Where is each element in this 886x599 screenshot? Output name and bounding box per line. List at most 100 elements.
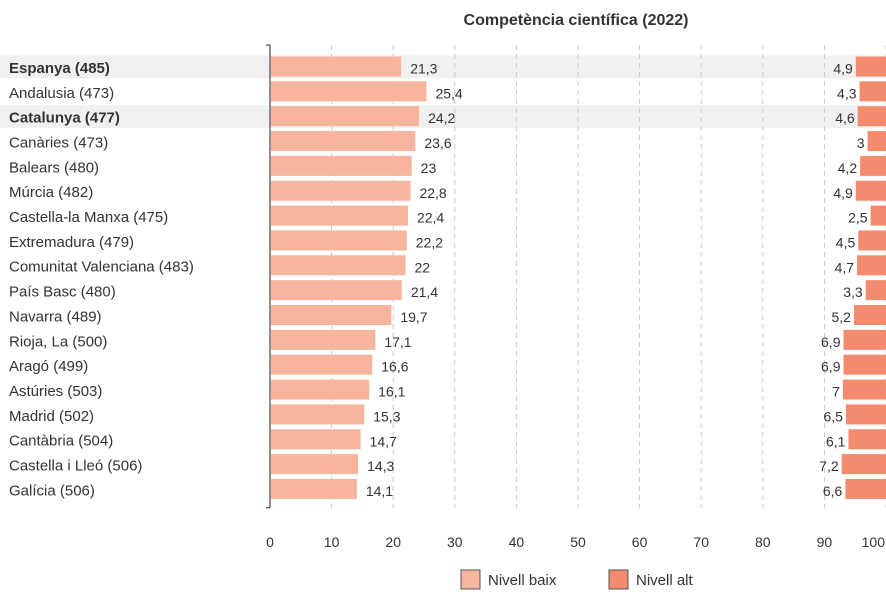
row-label-navarra-489: Navarra (489)	[9, 308, 102, 325]
x-tick-label-0: 0	[266, 534, 274, 550]
bar-nivell-alt-galicia-506	[845, 478, 886, 499]
x-tick-label-70: 70	[693, 534, 709, 550]
bar-nivell-baix-catalunya-477	[271, 106, 420, 127]
bars	[271, 56, 886, 499]
highlight-stripe-catalunya-477	[0, 105, 886, 129]
x-tick-label-40: 40	[509, 534, 525, 550]
row-label-cantabria-504: Cantàbria (504)	[9, 433, 113, 450]
row-stripes	[0, 55, 886, 129]
row-label-andalusia-473: Andalusia (473)	[9, 85, 114, 102]
bar-nivell-alt-asturies-503	[842, 379, 886, 400]
x-tick-label-50: 50	[570, 534, 586, 550]
bar-nivell-baix-murcia-482	[271, 180, 411, 201]
value-label-nivell-alt-canaries-473: 3	[857, 135, 865, 151]
bar-nivell-alt-cantabria-504	[848, 429, 886, 450]
value-label-nivell-alt-espanya-485: 4,9	[833, 61, 853, 77]
bar-nivell-baix-asturies-503	[271, 379, 370, 400]
bar-nivell-alt-canaries-473	[867, 131, 886, 152]
legend: Nivell baix Nivell alt	[460, 569, 694, 590]
row-label-arago-499: Aragó (499)	[9, 358, 88, 375]
row-label-castella-la-manxa-475: Castella-la Manxa (475)	[9, 209, 168, 226]
value-label-nivell-alt-rioja-la-500: 6,9	[821, 334, 841, 350]
value-label-nivell-baix-rioja-la-500: 17,1	[384, 334, 411, 350]
bar-nivell-alt-rioja-la-500	[843, 329, 886, 350]
row-label-galicia-506: Galícia (506)	[9, 482, 95, 499]
row-label-castella-i-lleo-506: Castella i Lleó (506)	[9, 458, 142, 475]
chart-title: Competència científica (2022)	[464, 12, 689, 29]
bar-nivell-baix-madrid-502	[271, 404, 365, 425]
value-label-nivell-baix-murcia-482: 22,8	[419, 185, 446, 201]
legend-swatch-nivell-alt	[608, 569, 629, 590]
value-label-nivell-baix-balears-480: 23	[421, 160, 437, 176]
x-tick-label-80: 80	[755, 534, 771, 550]
value-label-nivell-baix-madrid-502: 15,3	[373, 408, 400, 424]
row-label-espanya-485: Espanya (485)	[9, 60, 110, 77]
bar-nivell-baix-castella-i-lleo-506	[271, 454, 359, 475]
bar-nivell-alt-balears-480	[860, 155, 886, 176]
value-label-nivell-alt-balears-480: 4,2	[838, 160, 858, 176]
bar-nivell-alt-castella-i-lleo-506	[841, 454, 886, 475]
bar-nivell-alt-andalusia-473	[859, 81, 886, 102]
value-label-nivell-baix-arago-499: 16,6	[381, 359, 408, 375]
value-label-nivell-alt-galicia-506: 6,6	[823, 483, 843, 499]
bar-nivell-alt-murcia-482	[855, 180, 886, 201]
value-label-nivell-baix-galicia-506: 14,1	[366, 483, 393, 499]
row-label-madrid-502: Madrid (502)	[9, 408, 94, 425]
bar-nivell-baix-balears-480	[271, 155, 412, 176]
value-label-nivell-alt-castella-i-lleo-506: 7,2	[819, 458, 839, 474]
bar-nivell-alt-castella-la-manxa-475	[870, 205, 886, 226]
row-label-pais-basc-480: País Basc (480)	[9, 284, 116, 301]
bar-nivell-baix-andalusia-473	[271, 81, 427, 102]
x-tick-label-100: 100	[862, 534, 886, 550]
bar-nivell-baix-canaries-473	[271, 131, 416, 152]
bar-nivell-baix-cantabria-504	[271, 429, 361, 450]
row-label-rioja-la-500: Rioja, La (500)	[9, 333, 107, 350]
value-label-nivell-baix-canaries-473: 23,6	[424, 135, 451, 151]
bar-nivell-baix-castella-la-manxa-475	[271, 205, 408, 226]
value-label-nivell-baix-extremadura-479: 22,2	[416, 234, 443, 250]
value-label-nivell-alt-murcia-482: 4,9	[833, 185, 853, 201]
value-label-nivell-baix-cantabria-504: 14,7	[370, 433, 397, 449]
value-label-nivell-baix-espanya-485: 21,3	[410, 61, 437, 77]
x-tick-label-20: 20	[385, 534, 401, 550]
row-label-catalunya-477: Catalunya (477)	[9, 110, 120, 127]
value-label-nivell-alt-pais-basc-480: 3,3	[843, 284, 863, 300]
bar-nivell-alt-espanya-485	[855, 56, 886, 77]
bar-nivell-baix-rioja-la-500	[271, 329, 376, 350]
value-label-nivell-alt-arago-499: 6,9	[821, 359, 841, 375]
value-label-nivell-baix-navarra-489: 19,7	[400, 309, 427, 325]
bar-nivell-alt-arago-499	[843, 354, 886, 375]
bar-nivell-alt-extremadura-479	[858, 230, 886, 251]
row-label-murcia-482: Múrcia (482)	[9, 184, 93, 201]
bar-nivell-baix-arago-499	[271, 354, 373, 375]
legend-label-nivell-baix: Nivell baix	[488, 572, 557, 589]
value-label-nivell-baix-andalusia-473: 25,4	[435, 85, 462, 101]
bar-nivell-alt-catalunya-477	[857, 106, 886, 127]
value-label-nivell-alt-catalunya-477: 4,6	[835, 110, 855, 126]
x-tick-label-30: 30	[447, 534, 463, 550]
row-label-balears-480: Balears (480)	[9, 159, 99, 176]
bar-nivell-alt-navarra-489	[853, 305, 886, 325]
highlight-stripe-espanya-485	[0, 55, 886, 79]
bar-nivell-baix-pais-basc-480	[271, 280, 402, 301]
value-label-nivell-alt-asturies-503: 7	[832, 384, 840, 400]
bar-nivell-alt-madrid-502	[845, 404, 886, 425]
value-label-nivell-alt-madrid-502: 6,5	[823, 408, 843, 424]
value-label-nivell-baix-comunitat-valenciana-483: 22	[415, 259, 431, 275]
row-label-canaries-473: Canàries (473)	[9, 134, 108, 151]
bar-nivell-baix-comunitat-valenciana-483	[271, 255, 406, 276]
value-label-nivell-baix-castella-la-manxa-475: 22,4	[417, 210, 444, 226]
x-tick-label-90: 90	[817, 534, 833, 550]
row-label-asturies-503: Astúries (503)	[9, 383, 102, 400]
value-label-nivell-alt-castella-la-manxa-475: 2,5	[848, 210, 868, 226]
value-label-nivell-alt-navarra-489: 5,2	[831, 309, 851, 325]
bar-nivell-baix-extremadura-479	[271, 230, 407, 251]
bar-nivell-baix-espanya-485	[271, 56, 402, 77]
value-label-nivell-baix-catalunya-477: 24,2	[428, 110, 455, 126]
value-label-nivell-baix-castella-i-lleo-506: 14,3	[367, 458, 394, 474]
row-label-extremadura-479: Extremadura (479)	[9, 234, 134, 251]
axis: 0 10 20 30 40 50 60 70 80 90 100	[266, 44, 886, 550]
x-tick-label-60: 60	[632, 534, 648, 550]
